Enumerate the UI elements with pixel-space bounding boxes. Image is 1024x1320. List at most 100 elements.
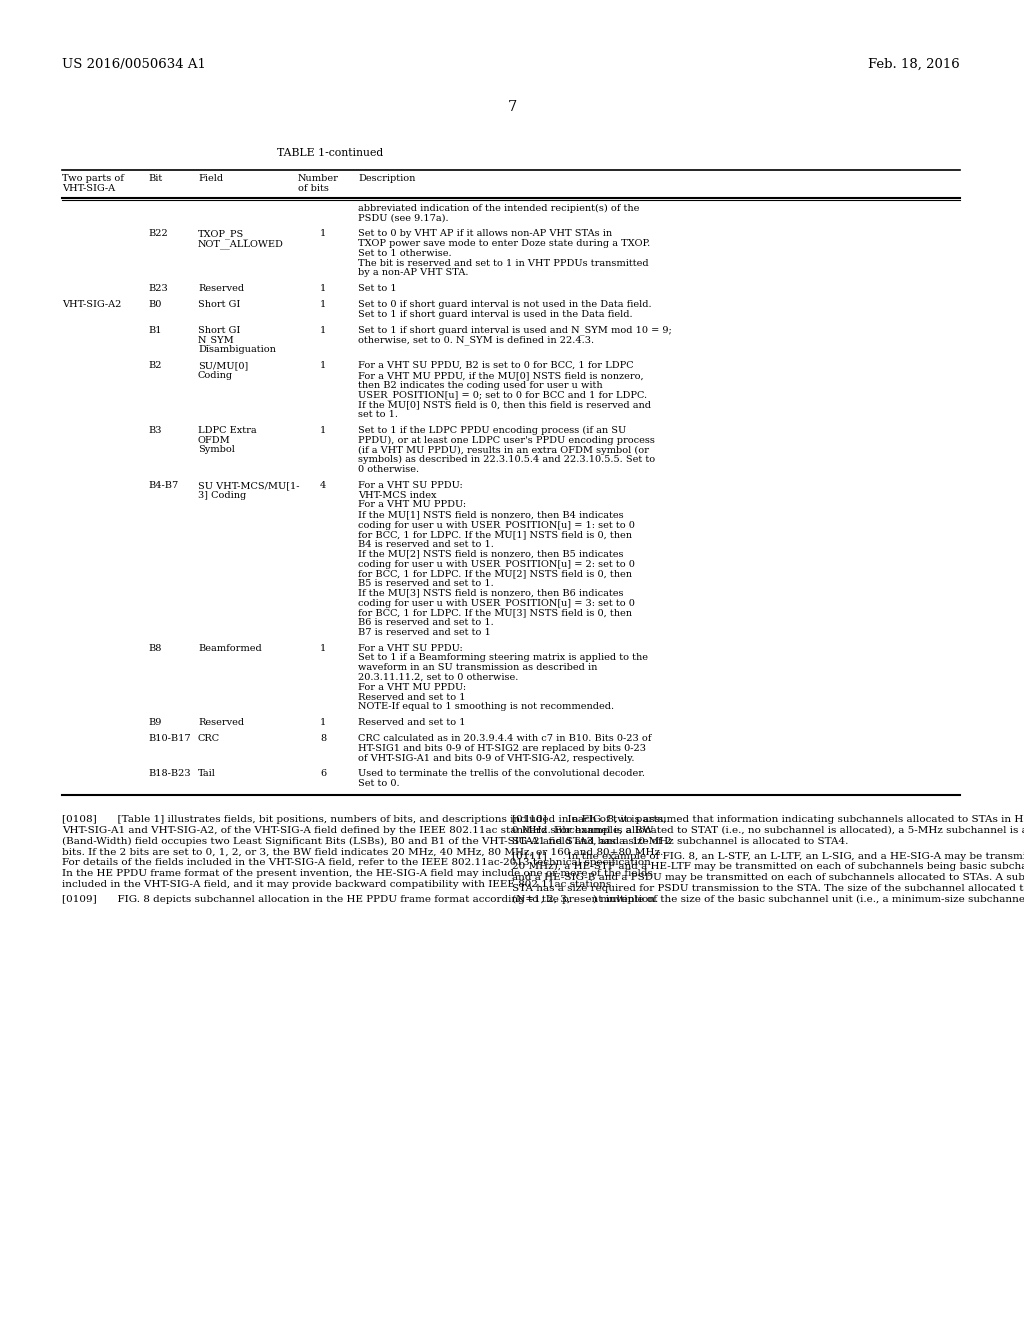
- Text: 3] Coding: 3] Coding: [198, 491, 246, 499]
- Text: If the MU[3] NSTS field is nonzero, then B6 indicates: If the MU[3] NSTS field is nonzero, then…: [358, 589, 624, 598]
- Text: B10-B17: B10-B17: [148, 734, 190, 743]
- Text: 0 otherwise.: 0 otherwise.: [358, 465, 419, 474]
- Text: For a VHT MU PPDU:: For a VHT MU PPDU:: [358, 682, 466, 692]
- Text: 1: 1: [319, 230, 326, 238]
- Text: 20.3.11.11.2, set to 0 otherwise.: 20.3.11.11.2, set to 0 otherwise.: [358, 673, 518, 682]
- Text: USER_POSITION[u] = 0; set to 0 for BCC and 1 for LDPC.: USER_POSITION[u] = 0; set to 0 for BCC a…: [358, 391, 647, 400]
- Text: Short GI: Short GI: [198, 326, 241, 334]
- Text: Field: Field: [198, 174, 223, 183]
- Text: 1: 1: [319, 360, 326, 370]
- Text: Set to 1 if a Beamforming steering matrix is applied to the: Set to 1 if a Beamforming steering matri…: [358, 653, 648, 663]
- Text: Reserved and set to 1: Reserved and set to 1: [358, 693, 466, 702]
- Text: SU/MU[0]: SU/MU[0]: [198, 360, 248, 370]
- Text: Disambiguation: Disambiguation: [198, 346, 275, 354]
- Text: If the MU[0] NSTS field is 0, then this field is reserved and: If the MU[0] NSTS field is 0, then this …: [358, 400, 651, 409]
- Text: If the MU[2] NSTS field is nonzero, then B5 indicates: If the MU[2] NSTS field is nonzero, then…: [358, 549, 624, 558]
- Text: for BCC, 1 for LDPC. If the MU[2] NSTS field is 0, then: for BCC, 1 for LDPC. If the MU[2] NSTS f…: [358, 569, 632, 578]
- Text: B18-B23: B18-B23: [148, 770, 190, 779]
- Text: NOTE-If equal to 1 smoothing is not recommended.: NOTE-If equal to 1 smoothing is not reco…: [358, 702, 614, 711]
- Text: abbreviated indication of the intended recipient(s) of the: abbreviated indication of the intended r…: [358, 203, 639, 213]
- Text: Set to 1: Set to 1: [358, 284, 396, 293]
- Text: 1: 1: [319, 644, 326, 652]
- Text: Description: Description: [358, 174, 416, 183]
- Text: 0 MHz subchannel is allocated to STAT (i.e., no subchannel is allocated), a 5-MH: 0 MHz subchannel is allocated to STAT (i…: [512, 826, 1024, 834]
- Text: Tail: Tail: [198, 770, 216, 779]
- Text: Set to 1 otherwise.: Set to 1 otherwise.: [358, 248, 452, 257]
- Text: Short GI: Short GI: [198, 300, 241, 309]
- Text: [0111]  In the example of FIG. 8, an L-STF, an L-LTF, an L-SIG, and a HE-SIG-A m: [0111] In the example of FIG. 8, an L-ST…: [512, 851, 1024, 861]
- Text: included in the VHT-SIG-A field, and it may provide backward compatibility with : included in the VHT-SIG-A field, and it …: [62, 880, 614, 888]
- Text: 1: 1: [319, 300, 326, 309]
- Text: Reserved: Reserved: [198, 718, 244, 727]
- Text: Two parts of: Two parts of: [62, 174, 124, 183]
- Text: of VHT-SIG-A1 and bits 0-9 of VHT-SIG-A2, respectively.: of VHT-SIG-A1 and bits 0-9 of VHT-SIG-A2…: [358, 754, 635, 763]
- Text: For details of the fields included in the VHT-SIG-A field, refer to the IEEE 802: For details of the fields included in th…: [62, 858, 654, 867]
- Text: by a non-AP VHT STA.: by a non-AP VHT STA.: [358, 268, 469, 277]
- Text: STA has a size required for PSDU transmission to the STA. The size of the subcha: STA has a size required for PSDU transmi…: [512, 884, 1024, 892]
- Text: [0109]  FIG. 8 depicts subchannel allocation in the HE PPDU frame format accordi: [0109] FIG. 8 depicts subchannel allocat…: [62, 895, 658, 904]
- Text: B2: B2: [148, 360, 162, 370]
- Text: bits. If the 2 bits are set to 0, 1, 2, or 3, the BW field indicates 20 MHz, 40 : bits. If the 2 bits are set to 0, 1, 2, …: [62, 847, 664, 857]
- Text: B4-B7: B4-B7: [148, 480, 178, 490]
- Text: 4: 4: [319, 480, 326, 490]
- Text: US 2016/0050634 A1: US 2016/0050634 A1: [62, 58, 206, 71]
- Text: Set to 0 by VHT AP if it allows non-AP VHT STAs in: Set to 0 by VHT AP if it allows non-AP V…: [358, 230, 612, 238]
- Text: VHT-SIG-A: VHT-SIG-A: [62, 183, 115, 193]
- Text: B0: B0: [148, 300, 162, 309]
- Text: PPDU), or at least one LDPC user's PPDU encoding process: PPDU), or at least one LDPC user's PPDU …: [358, 436, 655, 445]
- Text: B4 is reserved and set to 1.: B4 is reserved and set to 1.: [358, 540, 494, 549]
- Text: Set to 1 if the LDPC PPDU encoding process (if an SU: Set to 1 if the LDPC PPDU encoding proce…: [358, 426, 627, 434]
- Text: Coding: Coding: [198, 371, 233, 380]
- Text: B22: B22: [148, 230, 168, 238]
- Text: then B2 indicates the coding used for user u with: then B2 indicates the coding used for us…: [358, 380, 603, 389]
- Text: waveform in an SU transmission as described in: waveform in an SU transmission as descri…: [358, 663, 597, 672]
- Text: NOT__ALLOWED: NOT__ALLOWED: [198, 239, 284, 248]
- Text: Number: Number: [298, 174, 339, 183]
- Text: TXOP power save mode to enter Doze state during a TXOP.: TXOP power save mode to enter Doze state…: [358, 239, 650, 248]
- Text: CRC: CRC: [198, 734, 220, 743]
- Text: VHT-MCS index: VHT-MCS index: [358, 491, 436, 499]
- Text: B23: B23: [148, 284, 168, 293]
- Text: [0108]  [Table 1] illustrates fields, bit positions, numbers of bits, and descri: [0108] [Table 1] illustrates fields, bit…: [62, 814, 667, 824]
- Text: 6: 6: [319, 770, 326, 779]
- Text: B9: B9: [148, 718, 162, 727]
- Text: and a HE-SIG-B and a PSDU may be transmitted on each of subchannels allocated to: and a HE-SIG-B and a PSDU may be transmi…: [512, 873, 1024, 882]
- Text: (N=1, 2, 3, . . . ) multiple of the size of the basic subchannel unit (i.e., a m: (N=1, 2, 3, . . . ) multiple of the size…: [512, 895, 1024, 904]
- Text: B7 is reserved and set to 1: B7 is reserved and set to 1: [358, 628, 490, 636]
- Text: VHT-SIG-A1 and VHT-SIG-A2, of the VHT-SIG-A field defined by the IEEE 802.11ac s: VHT-SIG-A1 and VHT-SIG-A2, of the VHT-SI…: [62, 826, 653, 834]
- Text: 1: 1: [319, 284, 326, 293]
- Text: 20 MHz), a HE-STF and a HE-LTF may be transmitted on each of subchannels being b: 20 MHz), a HE-STF and a HE-LTF may be tr…: [512, 862, 1024, 871]
- Text: B3: B3: [148, 426, 162, 434]
- Text: Set to 0 if short guard interval is not used in the Data field.: Set to 0 if short guard interval is not …: [358, 300, 651, 309]
- Text: Set to 1 if short guard interval is used in the Data field.: Set to 1 if short guard interval is used…: [358, 310, 633, 319]
- Text: SU VHT-MCS/MU[1-: SU VHT-MCS/MU[1-: [198, 480, 299, 490]
- Text: symbols) as described in 22.3.10.5.4 and 22.3.10.5.5. Set to: symbols) as described in 22.3.10.5.4 and…: [358, 455, 655, 465]
- Text: Used to terminate the trellis of the convolutional decoder.: Used to terminate the trellis of the con…: [358, 770, 645, 779]
- Text: TXOP_PS_: TXOP_PS_: [198, 230, 249, 239]
- Text: B8: B8: [148, 644, 162, 652]
- Text: set to 1.: set to 1.: [358, 411, 398, 418]
- Text: coding for user u with USER_POSITION[u] = 2: set to 0: coding for user u with USER_POSITION[u] …: [358, 560, 635, 569]
- Text: [0110]  In FIG. 8, it is assumed that information indicating subchannels allocat: [0110] In FIG. 8, it is assumed that inf…: [512, 814, 1024, 824]
- Text: for BCC, 1 for LDPC. If the MU[1] NSTS field is 0, then: for BCC, 1 for LDPC. If the MU[1] NSTS f…: [358, 529, 632, 539]
- Text: For a VHT MU PPDU:: For a VHT MU PPDU:: [358, 500, 466, 510]
- Text: VHT-SIG-A2: VHT-SIG-A2: [62, 300, 122, 309]
- Text: The bit is reserved and set to 1 in VHT PPDUs transmitted: The bit is reserved and set to 1 in VHT …: [358, 259, 648, 268]
- Text: Set to 0.: Set to 0.: [358, 779, 399, 788]
- Text: PSDU (see 9.17a).: PSDU (see 9.17a).: [358, 214, 449, 222]
- Text: Bit: Bit: [148, 174, 162, 183]
- Text: 1: 1: [319, 426, 326, 434]
- Text: N_SYM: N_SYM: [198, 335, 234, 345]
- Text: otherwise, set to 0. N_SYM is defined in 22.4.3.: otherwise, set to 0. N_SYM is defined in…: [358, 335, 594, 345]
- Text: If the MU[1] NSTS field is nonzero, then B4 indicates: If the MU[1] NSTS field is nonzero, then…: [358, 511, 624, 519]
- Text: OFDM: OFDM: [198, 436, 230, 445]
- Text: LDPC Extra: LDPC Extra: [198, 426, 257, 434]
- Text: HT-SIG1 and bits 0-9 of HT-SIG2 are replaced by bits 0-23: HT-SIG1 and bits 0-9 of HT-SIG2 are repl…: [358, 743, 646, 752]
- Text: For a VHT SU PPDU, B2 is set to 0 for BCC, 1 for LDPC: For a VHT SU PPDU, B2 is set to 0 for BC…: [358, 360, 634, 370]
- Text: coding for user u with USER_POSITION[u] = 3: set to 0: coding for user u with USER_POSITION[u] …: [358, 598, 635, 609]
- Text: coding for user u with USER_POSITION[u] = 1: set to 0: coding for user u with USER_POSITION[u] …: [358, 520, 635, 529]
- Text: For a VHT SU PPDU:: For a VHT SU PPDU:: [358, 644, 463, 652]
- Text: 1: 1: [319, 718, 326, 727]
- Text: STA2 and STA3, and a 10-MHz subchannel is allocated to STA4.: STA2 and STA3, and a 10-MHz subchannel i…: [512, 837, 848, 846]
- Text: (Band-Width) field occupies two Least Significant Bits (LSBs), B0 and B1 of the : (Band-Width) field occupies two Least Si…: [62, 837, 672, 846]
